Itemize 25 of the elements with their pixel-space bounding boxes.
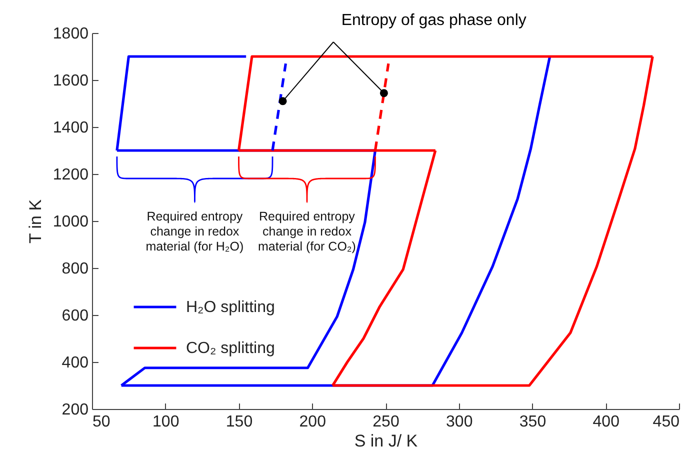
y-tick-label: 800	[62, 260, 89, 278]
x-tick-label: 300	[446, 414, 473, 430]
annotation: Required entropy change in redox material (for CO₂)	[258, 210, 356, 254]
x-tick-label: 250	[372, 414, 400, 430]
x-tick-label: 150	[226, 414, 253, 430]
x-tick-label: 450	[652, 414, 680, 430]
x-axis-title: S in J/ K	[354, 432, 418, 450]
x-tick-label: 100	[152, 414, 180, 430]
y-tick-label: 1600	[52, 72, 89, 90]
y-axis-title: T in K	[26, 198, 45, 244]
legend-label: CO₂ splitting	[186, 340, 275, 357]
legend-label: H₂O splitting	[186, 299, 275, 316]
x-tick-label: 50	[92, 414, 110, 430]
y-tick-label: 600	[62, 308, 89, 324]
y-tick-label: 1200	[52, 166, 89, 184]
x-tick-label: 350	[519, 414, 546, 430]
x-tick-label: 400	[592, 414, 620, 430]
y-tick-label: 1800	[52, 26, 89, 42]
y-tick-label: 200	[62, 402, 89, 418]
y-tick-label: 1000	[52, 214, 89, 230]
y-tick-label: 1400	[52, 120, 89, 136]
annotation: Entropy of gas phase only	[341, 12, 526, 29]
annotation: Required entropy change in redox material (for H₂O)	[146, 210, 244, 254]
y-tick-label: 400	[62, 354, 89, 372]
x-tick-label: 200	[299, 414, 326, 430]
